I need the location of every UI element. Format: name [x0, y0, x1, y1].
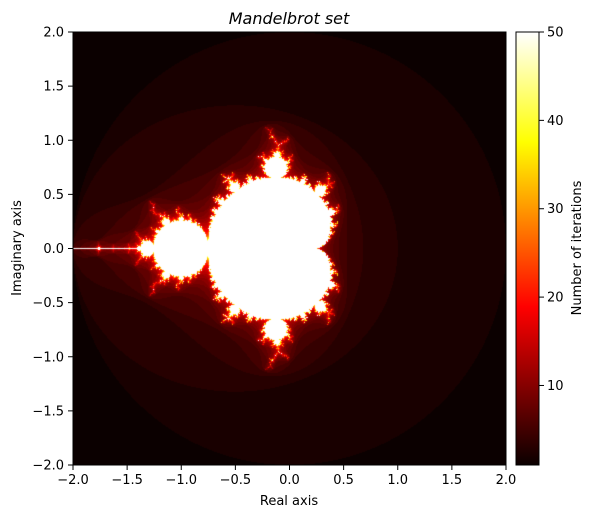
- chart-title: Mandelbrot set: [229, 9, 350, 28]
- y-tick-label: 1.0: [43, 134, 64, 149]
- colorbar: 10 20 30 40 50 Number of iterations: [515, 26, 585, 466]
- y-tick-label: −0.5: [32, 296, 64, 311]
- colorbar-tick-label: 40: [547, 114, 564, 129]
- plot-area: [72, 31, 507, 466]
- x-tick-label: 1.0: [387, 473, 408, 488]
- y-tick-label: −2.0: [32, 459, 64, 474]
- x-tick-label: 2.0: [496, 473, 517, 488]
- x-tick-label: −1.0: [165, 473, 197, 488]
- colorbar-ticks: 10 20 30 40 50: [539, 26, 564, 394]
- colorbar-tick-label: 50: [547, 26, 564, 41]
- x-axis-label: Real axis: [260, 494, 318, 509]
- y-tick-label: 2.0: [43, 26, 64, 41]
- x-tick-label: −2.0: [57, 473, 89, 488]
- x-tick-label: 0.0: [279, 473, 300, 488]
- colorbar-label: Number of iterations: [570, 180, 585, 315]
- y-tick-label: 0.0: [43, 242, 64, 257]
- y-tick-label: −1.0: [32, 350, 64, 365]
- y-tick-label: 1.5: [43, 80, 64, 95]
- y-axis: −2.0 −1.5 −1.0 −0.5 0.0 0.5 1.0 1.5 2.0: [32, 26, 73, 474]
- colorbar-tick-label: 20: [547, 291, 564, 306]
- x-tick-label: −1.5: [111, 473, 143, 488]
- x-axis: −2.0 −1.5 −1.0 −0.5 0.0 0.5 1.0 1.5 2.0: [57, 465, 516, 488]
- heatmap-image: [73, 32, 506, 465]
- x-tick-label: −0.5: [220, 473, 252, 488]
- y-tick-label: 0.5: [43, 188, 64, 203]
- colorbar-tick-label: 10: [547, 379, 564, 394]
- x-tick-label: 0.5: [333, 473, 354, 488]
- y-axis-label: Imaginary axis: [10, 200, 25, 296]
- mandelbrot-heatmap: [73, 32, 506, 465]
- colorbar-tick-label: 30: [547, 202, 564, 217]
- y-tick-label: −1.5: [32, 404, 64, 419]
- x-tick-label: 1.5: [442, 473, 463, 488]
- colorbar-gradient: [515, 31, 540, 466]
